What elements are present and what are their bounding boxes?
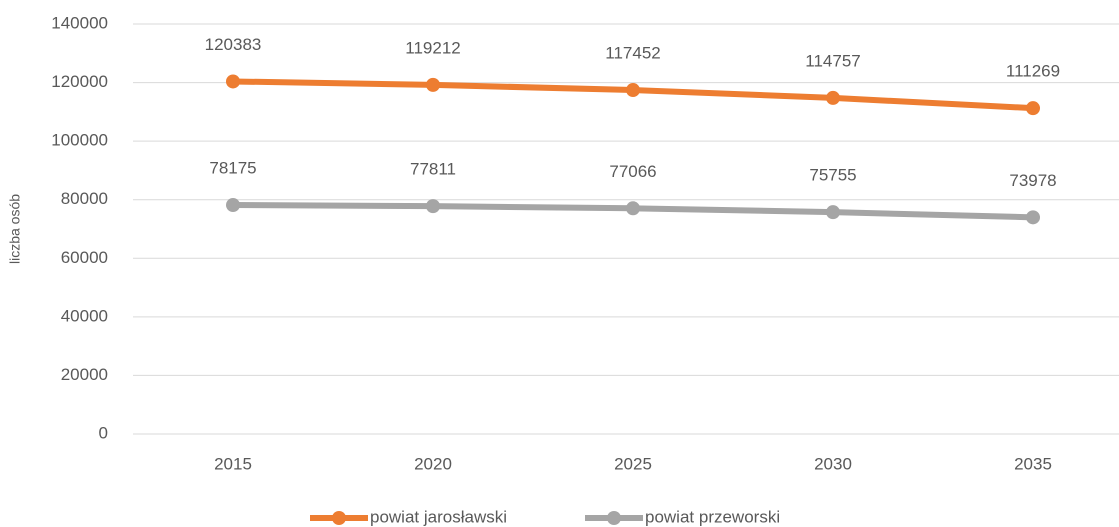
x-tick-label: 2020: [414, 454, 452, 473]
y-tick-label: 60000: [61, 248, 108, 267]
legend-label: powiat jarosławski: [370, 507, 507, 526]
data-label: 77066: [609, 162, 656, 181]
data-label: 111269: [1006, 62, 1060, 81]
data-label: 114757: [805, 51, 860, 70]
y-tick-label: 120000: [51, 72, 108, 91]
data-label: 78175: [209, 159, 256, 178]
point: [826, 90, 840, 105]
point: [426, 77, 440, 92]
point: [826, 205, 840, 220]
point: [1026, 101, 1040, 116]
x-tick-label: 2030: [814, 454, 852, 473]
y-tick-label: 0: [99, 423, 108, 442]
y-tick-label: 40000: [61, 306, 108, 325]
y-axis-label: liczba osób: [7, 194, 23, 264]
x-tick-label: 2025: [614, 454, 652, 473]
point: [626, 201, 640, 216]
point: [226, 74, 240, 89]
point: [426, 199, 440, 214]
x-tick-label: 2015: [214, 454, 252, 473]
legend-marker: [607, 511, 621, 525]
y-tick-label: 140000: [51, 13, 108, 32]
y-tick-label: 100000: [51, 131, 108, 150]
data-label: 73978: [1009, 171, 1056, 190]
legend-marker: [332, 511, 346, 525]
legend-label: powiat przeworski: [645, 507, 780, 526]
point: [1026, 210, 1040, 225]
data-label: 119212: [405, 38, 460, 57]
y-tick-label: 20000: [61, 365, 108, 384]
x-tick-label: 2035: [1014, 454, 1052, 473]
data-label: 117452: [605, 44, 660, 63]
data-label: 120383: [205, 35, 262, 54]
data-label: 77811: [410, 160, 456, 179]
data-label: 75755: [809, 166, 856, 185]
y-tick-label: 80000: [61, 189, 108, 208]
point: [626, 83, 640, 98]
point: [226, 198, 240, 213]
